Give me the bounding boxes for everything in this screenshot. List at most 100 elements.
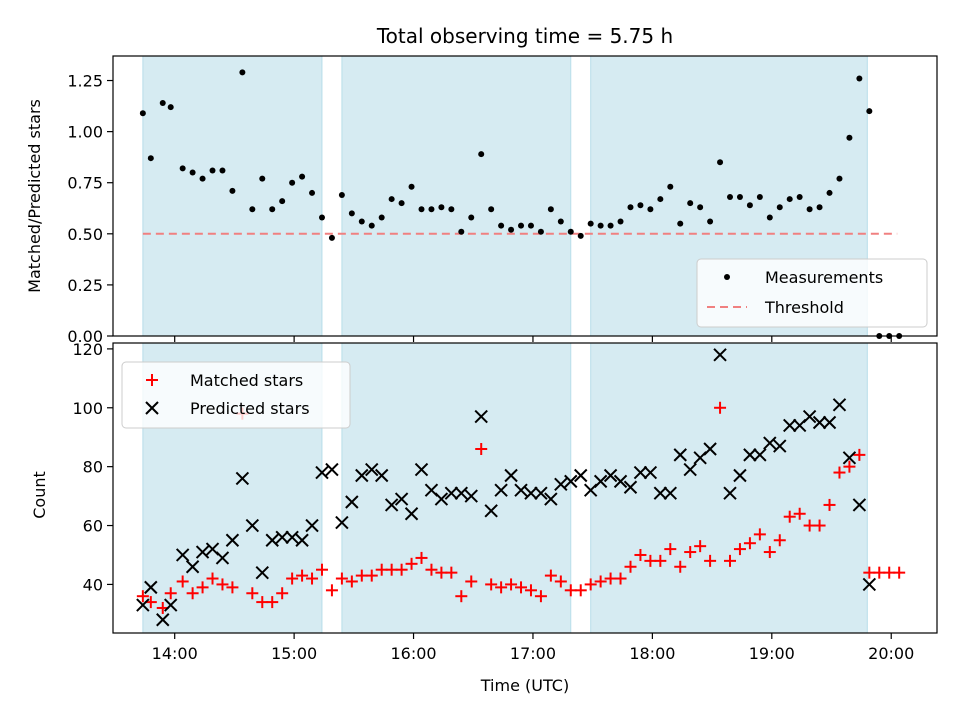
matched-star-point xyxy=(594,575,607,588)
matched-star-point xyxy=(544,569,557,582)
measurement-point xyxy=(846,134,853,141)
matched-star-point xyxy=(405,557,418,570)
measurement-point xyxy=(856,75,863,82)
matched-star-point xyxy=(276,587,289,600)
predicted-star-point xyxy=(484,504,498,518)
predicted-star-point xyxy=(524,486,538,500)
measurement-point xyxy=(438,204,445,211)
top-y-tick-label: 0.25 xyxy=(67,276,103,295)
top-observing-interval-2 xyxy=(341,55,572,337)
matched-star-point xyxy=(664,543,677,556)
x-tick-label: 20:00 xyxy=(868,644,914,663)
measurement-point xyxy=(309,189,316,196)
measurement-point xyxy=(547,206,554,213)
matched-star-point xyxy=(395,563,408,576)
predicted-star-point xyxy=(842,451,857,465)
predicted-star-point xyxy=(663,486,678,500)
measurement-point xyxy=(786,196,793,203)
predicted-star-point xyxy=(783,418,797,433)
matched-star-point xyxy=(893,566,906,579)
matched-star-point xyxy=(743,537,756,550)
bottom-y-tick-label: 80 xyxy=(83,458,103,477)
matched-star-point xyxy=(335,572,348,585)
predicted-star-point xyxy=(156,613,170,627)
matched-star-point xyxy=(753,528,766,541)
bottom-y-axis: 40 60 80 100 120 xyxy=(72,340,113,594)
predicted-star-point xyxy=(653,486,668,500)
measurement-point xyxy=(717,159,724,166)
measurement-point xyxy=(179,165,186,172)
measurement-point xyxy=(159,100,166,107)
bottom-plot-frame xyxy=(112,342,938,634)
predicted-star-point xyxy=(812,415,827,430)
predicted-star-point xyxy=(643,465,658,480)
matched-star-point xyxy=(495,581,508,594)
ratio-panel: Total observing time = 5.75 h 0.000.250.… xyxy=(25,24,938,346)
measurement-point xyxy=(318,214,325,221)
matched-star-point xyxy=(286,572,299,585)
measurement-point xyxy=(776,204,783,211)
top-y-tick-label: 1.00 xyxy=(67,123,103,142)
measurement-point xyxy=(607,222,614,229)
measurement-point xyxy=(518,222,525,229)
x-tick-label: 14:00 xyxy=(152,644,198,663)
matched-star-point xyxy=(306,572,319,585)
predicted-star-point xyxy=(434,492,449,506)
predicted-star-point xyxy=(394,492,409,506)
x-axis-label: Time (UTC) xyxy=(480,676,569,695)
predicted-star-point xyxy=(144,580,158,595)
predicted-star-point xyxy=(534,486,548,500)
top-x-axis xyxy=(174,336,892,342)
measurement-point xyxy=(388,196,395,203)
measurement-point xyxy=(229,187,236,194)
bottom-y-tick-label: 40 xyxy=(83,575,103,594)
bottom-x-axis: 14:00 15:00 16:00 17:00 18:00 19:00 20:00 xyxy=(152,633,914,663)
measurement-point xyxy=(707,218,714,225)
measurement-point xyxy=(508,226,515,233)
measurement-point xyxy=(567,228,574,235)
predicted-star-point xyxy=(822,415,837,430)
matched-star-point xyxy=(614,572,627,585)
measurement-point xyxy=(866,108,873,115)
predicted-star-point xyxy=(633,465,648,480)
predicted-star-point xyxy=(574,468,588,483)
measurement-point xyxy=(667,183,674,190)
predicted-star-point xyxy=(683,462,697,477)
measurement-point xyxy=(766,214,773,221)
measurement-point xyxy=(587,220,594,227)
matched-star-point xyxy=(763,546,776,559)
measurement-point xyxy=(458,228,465,235)
matched-star-point xyxy=(634,548,647,561)
matched-star-point xyxy=(176,575,189,588)
measurement-point xyxy=(358,218,365,225)
bottom-y-tick-label: 120 xyxy=(72,340,103,359)
measurements-legend-marker xyxy=(724,274,730,280)
bottom-legend: Matched stars Predicted stars xyxy=(121,361,351,429)
measurement-point xyxy=(209,167,216,174)
bottom-y-axis-label: Count xyxy=(30,471,49,519)
matched-star-point xyxy=(524,584,537,597)
count-panel: 40 60 80 100 120 14:00 15:00 16:00 17:00 18:00 19… xyxy=(30,340,938,695)
measurement-point xyxy=(736,194,743,201)
measurement-point xyxy=(677,220,684,227)
top-legend-box xyxy=(696,258,928,328)
predicted-star-point xyxy=(593,474,608,489)
measurement-point xyxy=(299,173,306,180)
matched-star-point xyxy=(164,587,177,600)
predicted-stars-points xyxy=(136,348,877,627)
measurement-point xyxy=(199,175,206,182)
predicted-star-point xyxy=(514,483,528,497)
measurement-point xyxy=(647,206,654,213)
measurement-point xyxy=(239,69,246,76)
measurement-point xyxy=(269,206,276,213)
predicted-star-point xyxy=(564,474,578,489)
predicted-star-point xyxy=(365,462,379,477)
top-y-axis-label: Matched/Predicted stars xyxy=(25,99,44,293)
matched-star-point xyxy=(674,560,687,573)
predicted-star-point xyxy=(713,348,727,362)
predicted-star-point xyxy=(225,533,240,547)
x-tick-label: 17:00 xyxy=(510,644,556,663)
predicted-star-point xyxy=(623,480,638,494)
bottom-observing-interval-3 xyxy=(590,342,868,634)
